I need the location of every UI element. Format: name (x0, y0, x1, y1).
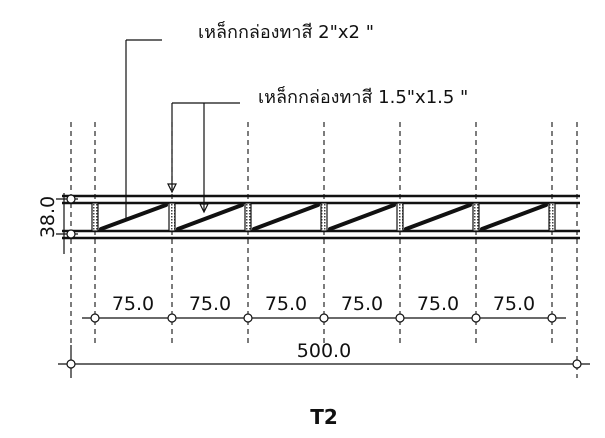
panel-dimensions: 75.0 75.0 75.0 75.0 75.0 75.0 (82, 293, 566, 323)
top-chord-note: เหล็กกล่องทาสี 2"x2 " (125, 20, 374, 218)
panel-dimension-text: 75.0 (341, 293, 383, 315)
panel-dimension-text: 75.0 (493, 293, 535, 315)
dimension-node (243, 313, 253, 323)
truss-post (548, 202, 556, 232)
truss-diagonals (99, 203, 548, 231)
truss-post (320, 202, 328, 232)
leader-arrow (167, 183, 177, 194)
overall-dimension: 500.0 (58, 340, 590, 369)
leader-arrow (199, 203, 209, 214)
truss-diagonal (176, 203, 244, 231)
truss-post (244, 202, 252, 232)
truss-post (396, 202, 404, 232)
dimension-node (547, 313, 557, 323)
top-chord (62, 194, 580, 205)
dimension-node (167, 313, 177, 323)
dimension-node (66, 229, 76, 239)
panel-dimension-text: 75.0 (417, 293, 459, 315)
panel-dimension-text: 75.0 (112, 293, 154, 315)
dimension-node (319, 313, 329, 323)
web-note: เหล็กกล่องทาสี 1.5"x1.5 " (167, 85, 468, 214)
dimension-node (471, 313, 481, 323)
dimension-node (395, 313, 405, 323)
truss-diagonal (480, 203, 548, 231)
panel-dimension-text: 75.0 (265, 293, 307, 315)
dimension-node (66, 194, 76, 204)
bottom-chord (62, 229, 580, 240)
truss-post (91, 202, 99, 232)
web-note-text: เหล็กกล่องทาสี 1.5"x1.5 " (258, 85, 468, 108)
drawing-title: T2 (310, 405, 338, 429)
dimension-node (66, 359, 76, 369)
truss-post (472, 202, 480, 232)
dimension-node (90, 313, 100, 323)
truss-diagonal (99, 203, 168, 231)
truss-diagonal (252, 203, 320, 231)
truss-post (168, 202, 176, 232)
truss-diagonal (404, 203, 472, 231)
vertical-grid-lines (70, 122, 578, 378)
dimension-node (572, 359, 582, 369)
overall-dimension-text: 500.0 (297, 340, 351, 362)
depth-dimension: 38.0 (37, 193, 78, 254)
truss-posts (91, 202, 556, 232)
depth-dimension-text: 38.0 (37, 196, 59, 238)
panel-dimension-text: 75.0 (189, 293, 231, 315)
top-chord-note-text: เหล็กกล่องทาสี 2"x2 " (198, 20, 374, 43)
truss-diagonal (328, 203, 396, 231)
